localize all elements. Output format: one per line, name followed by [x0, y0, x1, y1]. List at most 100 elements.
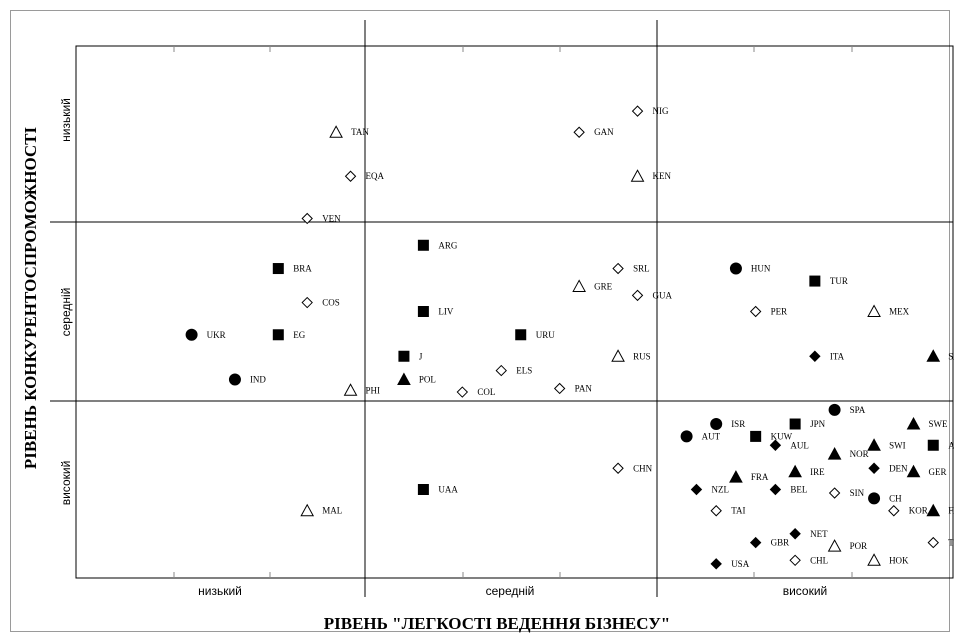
marker-square [417, 239, 429, 251]
marker-diamond [612, 462, 624, 474]
point-saf: SAF [926, 349, 954, 362]
marker-triangle [906, 464, 921, 478]
point-label: CHN [633, 463, 653, 473]
point-label: J [419, 351, 423, 361]
point-j: J [398, 350, 423, 362]
point-den: DEN [868, 462, 908, 474]
marker-circle [185, 328, 198, 341]
point-label: TAI [731, 506, 745, 516]
point-col: COL [456, 386, 495, 398]
marker-diamond [301, 296, 313, 309]
marker-diamond [344, 170, 357, 182]
marker-triangle [729, 470, 743, 483]
point-gre: GRE [572, 279, 613, 292]
marker-triangle [926, 503, 941, 517]
plot-area [75, 45, 954, 579]
point-sin: SIN [828, 487, 865, 499]
point-label: UAA [438, 485, 458, 495]
marker-circle [868, 492, 881, 505]
marker-triangle [827, 539, 842, 552]
point-tha: THA [927, 536, 954, 549]
marker-diamond [868, 462, 880, 474]
point-por: POR [827, 539, 867, 552]
point-tai: TAI [710, 505, 745, 517]
point-phi: PHI [343, 383, 381, 396]
point-label: SWI [889, 440, 906, 450]
point-uaa: UAA [417, 484, 458, 495]
point-ven: VEN [301, 212, 341, 225]
point-label: TUR [830, 276, 848, 286]
point-fin: FIN [926, 503, 954, 517]
marker-triangle [827, 447, 842, 460]
point-label: JPN [810, 419, 826, 429]
y-category-label: високий [59, 461, 73, 506]
point-bra: BRA [272, 263, 312, 275]
marker-diamond [828, 487, 841, 499]
marker-square [789, 418, 801, 430]
point-chl: CHL [789, 554, 828, 567]
marker-circle [828, 403, 841, 416]
point-ken: KEN [630, 169, 672, 182]
marker-diamond [553, 382, 566, 395]
point-label: LIV [438, 307, 453, 317]
minor-ticks [173, 46, 853, 578]
marker-square [927, 439, 939, 451]
point-label: DEN [889, 463, 908, 473]
marker-triangle [867, 438, 881, 451]
marker-circle [729, 262, 742, 275]
point-label: SWE [929, 419, 949, 429]
point-fra: FRA [729, 470, 769, 483]
point-label: EG [293, 330, 305, 340]
point-label: HUN [751, 264, 771, 274]
point-ind: IND [228, 373, 266, 386]
point-label: KOR [909, 506, 928, 516]
point-per: PER [749, 305, 788, 318]
point-label: FIN [948, 506, 954, 516]
point-label: ITA [830, 351, 845, 361]
point-pan: PAN [553, 382, 592, 395]
point-label: CH [889, 493, 902, 503]
point-ara: ARA [927, 439, 954, 451]
point-label: KEN [653, 171, 672, 181]
point-bel: BEL [769, 483, 807, 496]
point-ire: IRE [788, 464, 825, 478]
point-label: AUT [702, 431, 721, 441]
point-label: FRA [751, 472, 769, 482]
marker-triangle [906, 416, 921, 430]
point-net: NET [789, 528, 828, 540]
marker-diamond [631, 289, 644, 302]
point-label: IND [250, 375, 266, 385]
marker-triangle [300, 503, 315, 517]
point-aul: AUL [769, 439, 809, 451]
marker-diamond [631, 105, 644, 117]
y-category-label: низький [59, 98, 73, 142]
point-hun: HUN [729, 262, 771, 275]
marker-triangle [867, 553, 881, 566]
point-label: PER [771, 307, 788, 317]
point-nor: NOR [827, 447, 869, 460]
point-arg: ARG [417, 239, 458, 251]
point-kuw: KUW [750, 430, 793, 442]
marker-circle [710, 418, 723, 431]
point-label: SAF [948, 351, 954, 361]
point-label: GBR [771, 538, 790, 548]
point-uru: URU [515, 329, 555, 341]
point-kor: KOR [888, 505, 928, 517]
point-ch: CH [868, 492, 902, 505]
point-label: RUS [633, 351, 651, 361]
point-label: COS [322, 298, 340, 308]
point-nig: NIG [631, 105, 669, 117]
point-label: NZL [711, 485, 729, 495]
marker-diamond [573, 126, 585, 138]
point-label: PHI [366, 385, 381, 395]
point-gua: GUA [631, 289, 673, 302]
marker-diamond [612, 262, 624, 275]
point-ita: ITA [809, 350, 845, 362]
marker-triangle [867, 304, 881, 317]
marker-diamond [749, 536, 762, 549]
point-label: COL [477, 387, 495, 397]
point-label: NOR [850, 449, 869, 459]
marker-diamond [456, 386, 469, 398]
point-label: THA [948, 538, 954, 548]
